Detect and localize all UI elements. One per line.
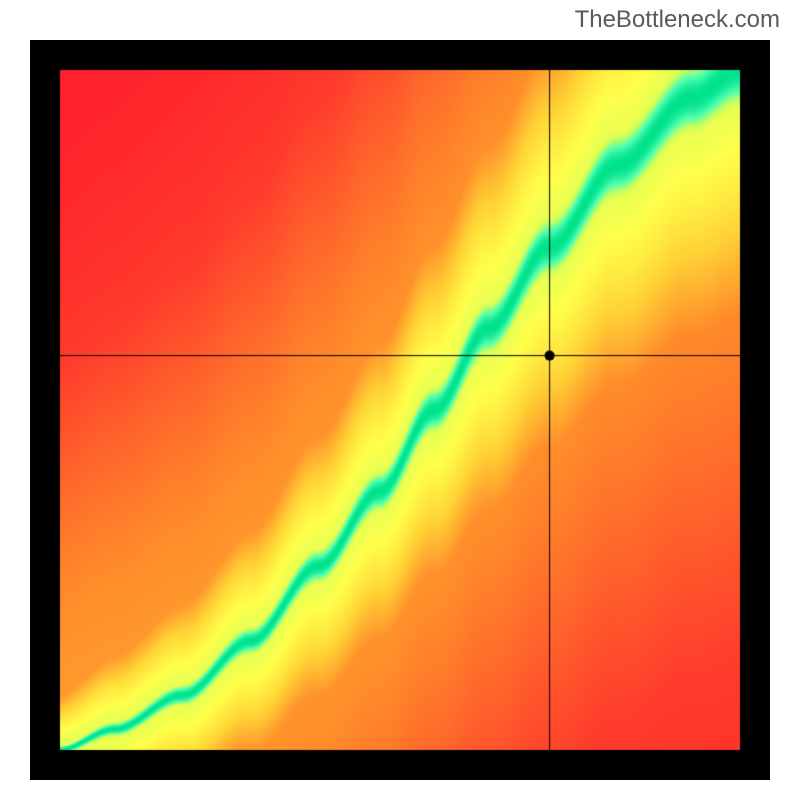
chart-canvas — [30, 40, 770, 780]
watermark-text: TheBottleneck.com — [575, 6, 780, 34]
heatmap-chart — [30, 40, 770, 780]
